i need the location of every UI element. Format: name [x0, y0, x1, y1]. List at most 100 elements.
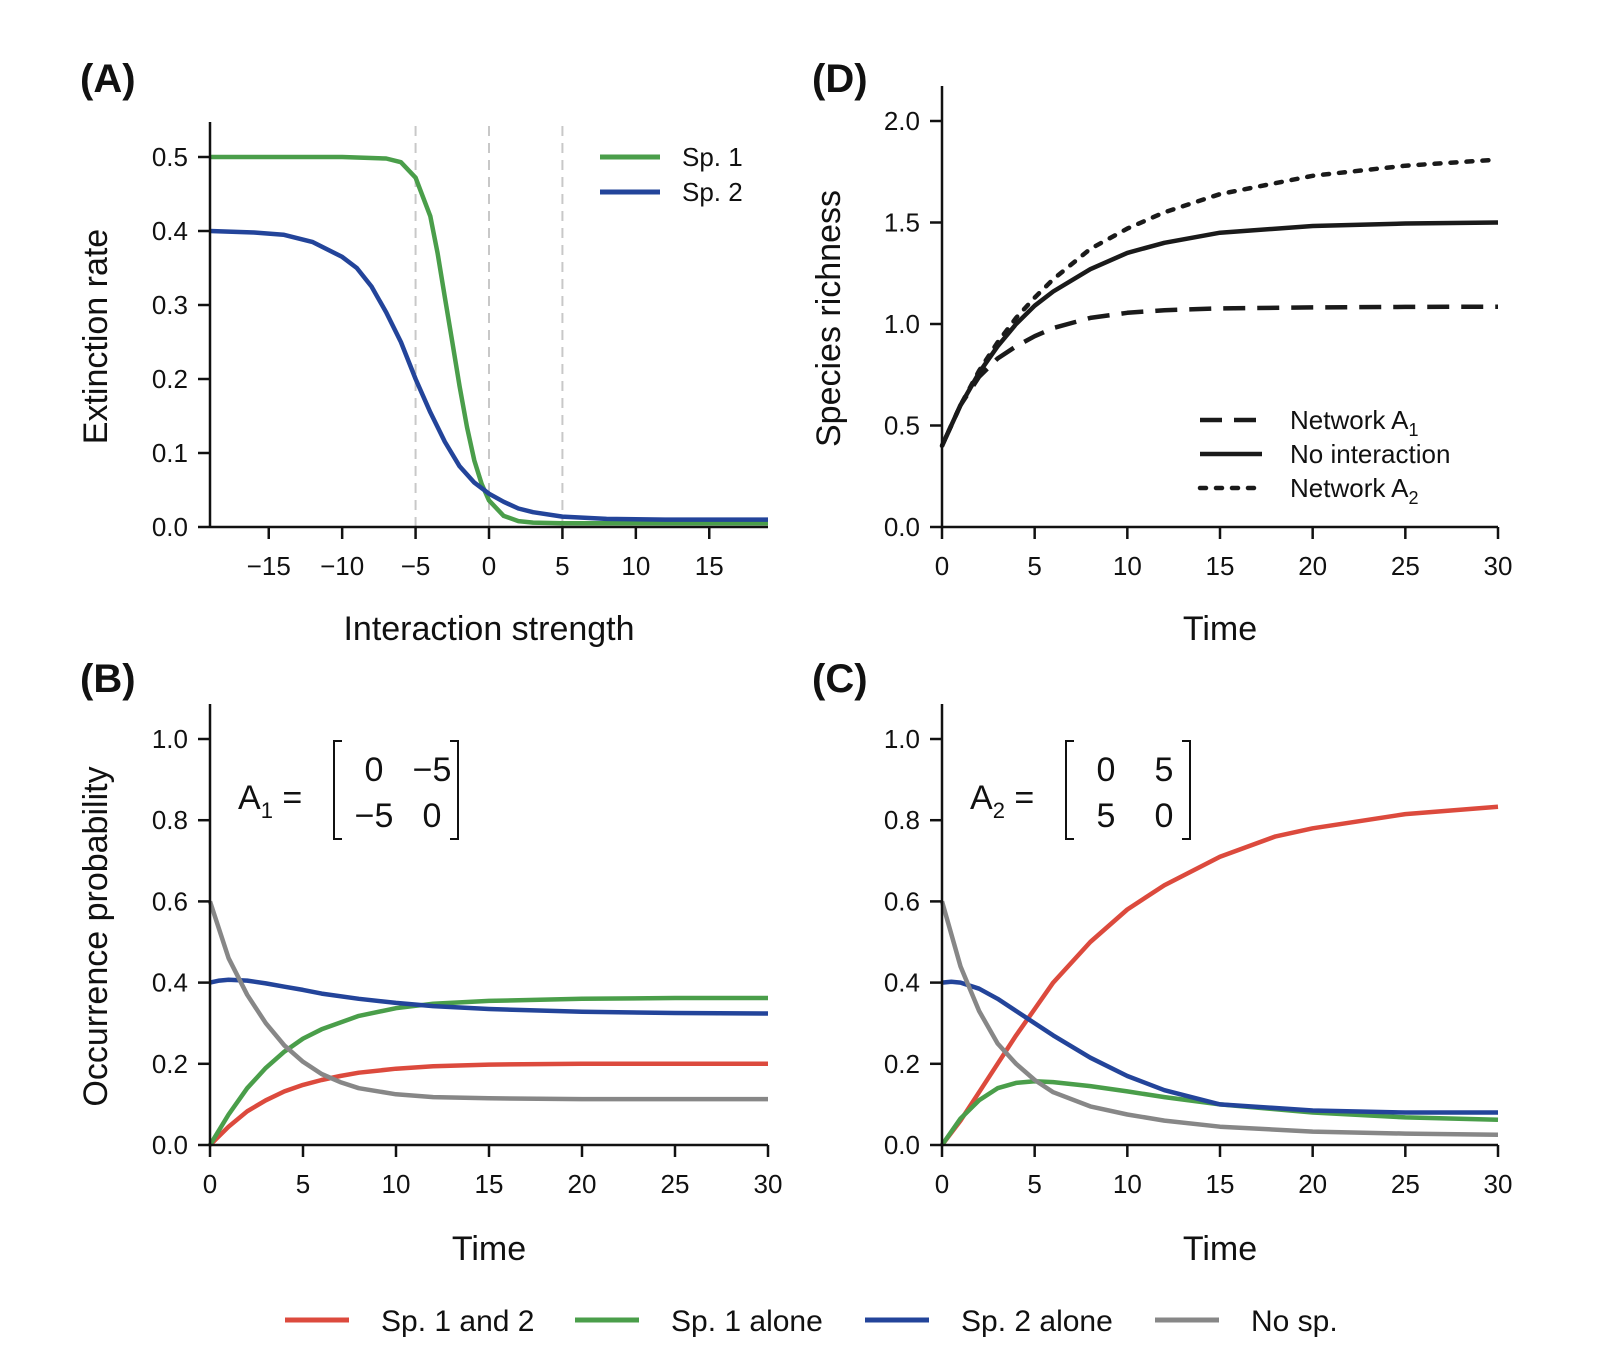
x-axis-label: Time [452, 1230, 526, 1268]
y-tick-label: 0.4 [152, 216, 188, 246]
panel-label: (C) [812, 657, 868, 701]
series-line [941, 979, 1498, 1115]
series-line [210, 154, 768, 526]
x-tick-label: 5 [296, 1169, 310, 1199]
legend-label: Sp. 2 alone [961, 1305, 1113, 1338]
legend-label: Network A2 [1290, 473, 1419, 508]
x-tick-label: 5 [1027, 551, 1041, 581]
panel-c: (C) 0 5 10 15 20 25 30 0.0 0.2 0.4 0.6 0.8 1.0 Time A2 … [812, 657, 1512, 1268]
matrix-name: A1 = [238, 779, 302, 823]
series-line [939, 220, 1499, 447]
panel-label: (A) [80, 57, 136, 101]
matrix-cell: 0 [1155, 797, 1174, 835]
matrix-bracket-left [333, 740, 342, 840]
y-tick-label: 0.2 [152, 1049, 188, 1079]
x-tick-label: 15 [1206, 1169, 1235, 1199]
legend-label: Sp. 1 alone [671, 1305, 823, 1338]
x-tick-label: 25 [1391, 551, 1420, 581]
matrix-cell: 0 [1097, 751, 1116, 789]
y-tick-label: 1.0 [884, 724, 920, 754]
panel-label: (D) [812, 57, 868, 101]
x-tick-label: 10 [1113, 551, 1142, 581]
matrix-cell: −5 [413, 751, 452, 789]
y-tick-label: 0.0 [152, 1130, 188, 1160]
x-tick-label: 10 [1113, 1169, 1142, 1199]
x-tick-label: 30 [1484, 1169, 1513, 1199]
x-tick-label: 15 [475, 1169, 504, 1199]
y-tick-label: 0.8 [152, 805, 188, 835]
y-tick-label: 0.4 [152, 968, 188, 998]
legend-label: Sp. 2 [682, 177, 743, 207]
x-tick-label: 20 [568, 1169, 597, 1199]
y-axis-label: Occurrence probability [77, 766, 115, 1106]
x-tick-label: 0 [482, 551, 496, 581]
x-tick-label: 20 [1298, 1169, 1327, 1199]
series-line [939, 304, 1499, 447]
matrix-name: A2 = [970, 779, 1034, 823]
x-tick-label: 30 [754, 1169, 783, 1199]
x-tick-label: −10 [320, 551, 364, 581]
matrix-cell: 5 [1097, 797, 1116, 835]
matrix-bracket-right [450, 740, 459, 840]
series-line [208, 995, 768, 1147]
y-tick-label: 0.5 [152, 142, 188, 172]
y-tick-label: 2.0 [884, 106, 920, 136]
x-axis-label: Time [1183, 1230, 1257, 1268]
series-line [208, 1061, 768, 1147]
legend-label: No interaction [1290, 439, 1450, 469]
x-tick-label: 0 [935, 551, 949, 581]
x-tick-label: 10 [621, 551, 650, 581]
legend-label: Sp. 1 [682, 142, 743, 172]
y-tick-label: 1.0 [152, 724, 188, 754]
y-tick-label: 0.8 [884, 805, 920, 835]
x-axis-label: Time [1183, 610, 1257, 648]
series-line [209, 228, 768, 522]
y-tick-label: 0.0 [884, 512, 920, 542]
series-line [939, 900, 1499, 1138]
legend-label: Network A1 [1290, 405, 1419, 440]
matrix-cell: 0 [423, 797, 442, 835]
y-tick-label: 0.0 [152, 512, 188, 542]
y-tick-label: 0.6 [152, 886, 188, 916]
matrix-annotation: A1 = 0 −5 −5 0 [238, 740, 459, 840]
y-tick-label: 1.5 [884, 208, 920, 238]
y-tick-label: 0.5 [884, 411, 920, 441]
y-axis-label: Species richness [810, 190, 848, 447]
x-tick-label: 30 [1484, 551, 1513, 581]
x-tick-label: 20 [1298, 551, 1327, 581]
panel-a: (A) −15 −10 −5 0 5 10 15 0.0 0.1 0.2 0.3 0.4 0.5 Inter… [77, 57, 768, 648]
matrix-annotation: A2 = 0 5 5 0 [970, 740, 1191, 840]
x-axis-label: Interaction strength [343, 610, 634, 648]
y-axis-label: Extinction rate [77, 229, 115, 444]
panel-b: (B) 0 5 10 15 20 25 30 0.0 0.2 0.4 0.6 0.8 1.0 Time Occ… [77, 657, 782, 1268]
y-tick-label: 0.2 [152, 364, 188, 394]
series-line [209, 977, 769, 1016]
y-tick-label: 0.4 [884, 968, 920, 998]
series-line [207, 900, 768, 1102]
x-tick-label: 0 [935, 1169, 949, 1199]
series-line [939, 157, 1501, 449]
y-tick-label: 0.3 [152, 290, 188, 320]
bottom-legend: Sp. 1 and 2 Sp. 1 alone Sp. 2 alone No sp. [285, 1305, 1338, 1338]
y-tick-label: 0.6 [884, 886, 920, 916]
panel-label: (B) [80, 657, 136, 701]
x-tick-label: 15 [695, 551, 724, 581]
x-tick-label: 25 [661, 1169, 690, 1199]
series-line [940, 804, 1499, 1147]
y-tick-label: 0.1 [152, 438, 188, 468]
x-tick-label: 15 [1206, 551, 1235, 581]
matrix-bracket-left [1065, 740, 1074, 840]
x-tick-label: 5 [555, 551, 569, 581]
x-tick-label: −5 [401, 551, 431, 581]
x-tick-label: 0 [203, 1169, 217, 1199]
matrix-cell: 0 [365, 751, 384, 789]
y-tick-label: 0.2 [884, 1049, 920, 1079]
legend-label: Sp. 1 and 2 [381, 1305, 534, 1338]
y-tick-label: 0.0 [884, 1130, 920, 1160]
panel-d: (D) 0 5 10 15 20 25 30 0.0 0.5 1.0 1.5 2.0 Time Specie… [810, 57, 1512, 648]
matrix-bracket-right [1182, 740, 1191, 840]
x-tick-label: 25 [1391, 1169, 1420, 1199]
x-tick-label: 5 [1027, 1169, 1041, 1199]
x-tick-label: 10 [382, 1169, 411, 1199]
